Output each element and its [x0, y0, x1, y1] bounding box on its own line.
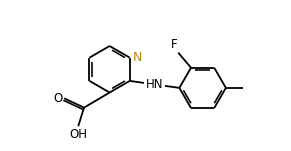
Text: F: F: [171, 39, 177, 51]
Text: N: N: [133, 51, 142, 64]
Text: OH: OH: [69, 128, 87, 141]
Text: O: O: [53, 92, 62, 105]
Text: HN: HN: [146, 78, 163, 91]
